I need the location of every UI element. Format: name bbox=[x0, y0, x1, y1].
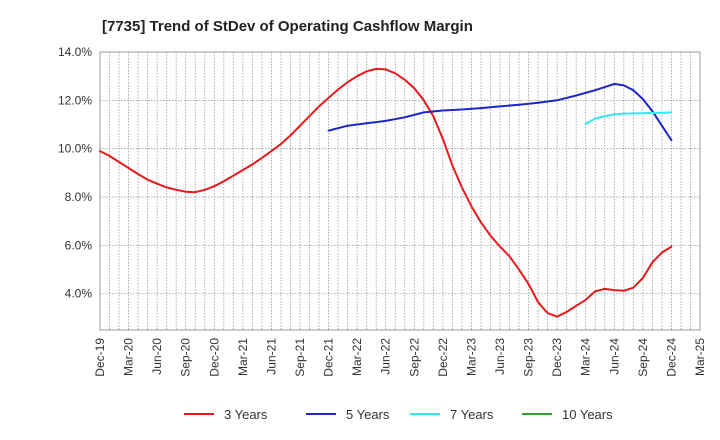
x-tick-label: Mar-20 bbox=[122, 338, 136, 376]
x-tick-label: Dec-24 bbox=[664, 338, 678, 377]
x-tick-label: Mar-21 bbox=[236, 338, 250, 376]
series-lines bbox=[99, 67, 673, 318]
x-tick-label: Dec-23 bbox=[550, 338, 564, 377]
x-tick-label: Sep-22 bbox=[407, 338, 421, 377]
series-line-5-years bbox=[327, 82, 673, 142]
x-tick-label: Sep-24 bbox=[636, 338, 650, 377]
chart-title: [7735] Trend of StDev of Operating Cashf… bbox=[102, 18, 473, 35]
x-tick-label: Dec-20 bbox=[207, 338, 221, 377]
x-tick-label: Jun-24 bbox=[607, 338, 621, 375]
y-tick-label: 4.0% bbox=[65, 287, 93, 301]
y-tick-label: 12.0% bbox=[58, 93, 92, 107]
x-tick-label: Sep-23 bbox=[522, 338, 536, 377]
x-tick-label: Mar-22 bbox=[350, 338, 364, 376]
legend: 3 Years 5 Years 7 Years 10 Years bbox=[184, 407, 613, 422]
x-tick-label: Dec-19 bbox=[93, 338, 107, 377]
x-tick-label: Sep-20 bbox=[179, 338, 193, 377]
y-tick-label: 6.0% bbox=[65, 238, 93, 252]
x-tick-label: Jun-21 bbox=[264, 338, 278, 375]
y-tick-label: 8.0% bbox=[65, 190, 93, 204]
grid-lines bbox=[100, 51, 700, 330]
y-tick-label: 10.0% bbox=[58, 142, 92, 156]
legend-label: 5 Years bbox=[346, 407, 390, 422]
x-tick-label: Mar-25 bbox=[693, 338, 707, 376]
x-tick-label: Jun-22 bbox=[379, 338, 393, 375]
x-tick-label: Mar-23 bbox=[464, 338, 478, 376]
y-axis: 4.0% 6.0% 8.0% 10.0% 12.0% 14.0% bbox=[58, 45, 92, 301]
x-axis: Dec-19 Mar-20 Jun-20 Sep-20 Dec-20 Mar-21 Jun-… bbox=[93, 338, 707, 377]
x-tick-label: Sep-21 bbox=[293, 338, 307, 377]
x-tick-label: Dec-21 bbox=[322, 338, 336, 377]
series-line-7-years bbox=[584, 111, 673, 125]
x-tick-label: Dec-22 bbox=[436, 338, 450, 377]
x-tick-label: Jun-20 bbox=[150, 338, 164, 375]
legend-label: 7 Years bbox=[450, 407, 494, 422]
legend-label: 10 Years bbox=[562, 407, 613, 422]
x-tick-label: Mar-24 bbox=[579, 338, 593, 376]
y-tick-label: 14.0% bbox=[58, 45, 92, 59]
x-tick-label: Jun-23 bbox=[493, 338, 507, 375]
legend-label: 3 Years bbox=[224, 407, 268, 422]
series-line-3-years bbox=[99, 67, 673, 318]
